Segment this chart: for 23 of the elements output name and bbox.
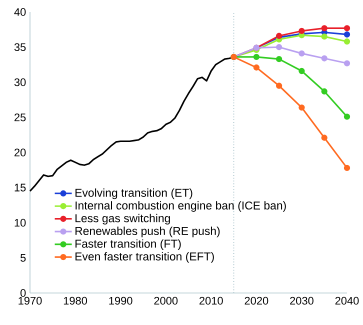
- x-tick-label: 2030: [290, 296, 314, 305]
- y-tick-label: 15: [14, 184, 26, 192]
- y-tick-label: 30: [14, 78, 26, 86]
- y-tick-label: 35: [14, 43, 26, 52]
- x-tick-label: 2020: [244, 296, 268, 305]
- x-tick-label: 2040: [335, 296, 359, 305]
- y-tick-label: 40: [14, 8, 26, 16]
- x-tick-label: 1970: [18, 296, 42, 305]
- y-tick-label: 20: [14, 148, 26, 156]
- y-tick-label: 25: [14, 114, 26, 122]
- y-tick-label: 5: [20, 254, 26, 262]
- legend-label: Renewables push (RE push): [76, 226, 220, 238]
- legend-label: Internal combustion engine ban (ICE ban): [76, 201, 286, 212]
- legend-label: Even faster transition (EFT): [76, 252, 214, 263]
- y-tick-label: 10: [14, 218, 26, 227]
- x-tick-label: 1980: [64, 296, 88, 305]
- legend-label: Evolving transition (ET): [76, 188, 192, 200]
- x-tick-label: 2000: [154, 296, 178, 305]
- legend-label: Faster transition (FT): [76, 239, 181, 250]
- y-tick-label: 0: [20, 289, 26, 297]
- legend-label: Less gas switching: [76, 214, 170, 225]
- x-tick-label: 2010: [199, 296, 223, 305]
- x-tick-label: 1990: [109, 296, 132, 305]
